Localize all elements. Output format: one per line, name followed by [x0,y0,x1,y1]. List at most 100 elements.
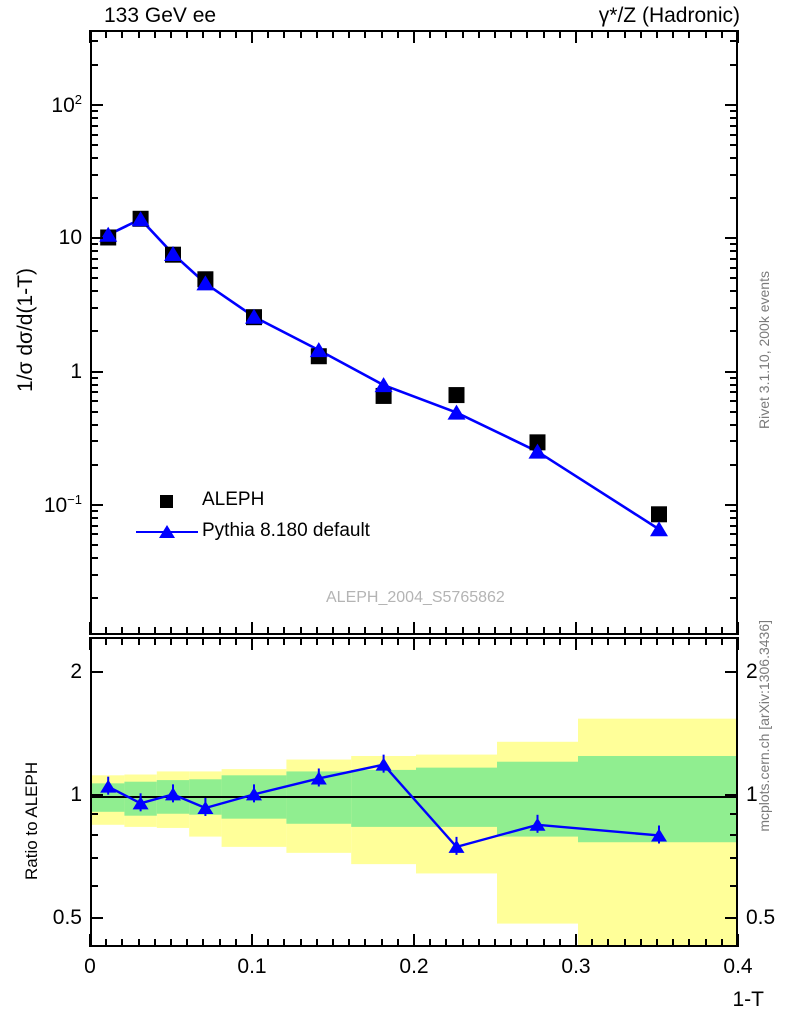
y-tick-minor-main [730,509,738,512]
x-tick-ratio-bottom [380,939,383,947]
x-tick-label: 0.2 [399,955,429,978]
ratio-band-inner-bin [578,755,736,843]
x-tick-ratio-top [688,637,691,645]
y-tick-major-main [725,104,738,106]
legend-label-pythia: Pythia 8.180 default [202,520,370,541]
main-mc-marker [447,404,466,420]
y-tick-minor-main [90,400,98,403]
x-tick-ratio-top [639,637,642,645]
x-tick-ratio-bottom [623,939,626,947]
x-tick-main-bottom [332,627,334,635]
x-tick-main-bottom [704,627,707,635]
y-tick-minor-main [90,383,98,386]
x-tick-ratio-top [396,637,399,645]
main-mc-marker [196,275,215,291]
y-tick-minor-main [730,266,738,269]
x-tick-main-bottom [267,627,270,635]
x-tick-ratio-bottom [639,939,642,947]
x-tick-main-bottom [737,622,739,635]
y-tick-major-main [725,370,738,373]
x-tick-ratio-bottom [202,939,205,947]
main-plot-panel [90,30,738,635]
y-tick-minor-main [90,330,98,333]
ratio-plot-panel [90,637,738,947]
x-tick-ratio-top [672,637,675,645]
x-tick-main-top [526,30,529,38]
y-tick-minor-main [730,463,738,466]
x-tick-ratio-top [575,637,577,650]
x-tick-ratio-top [526,637,529,645]
y-tick-minor-main [730,423,738,426]
x-tick-ratio-top [105,637,108,645]
y-tick-major-ratio [725,794,738,796]
y-tick-major-main [90,503,103,506]
y-tick-label-ratio-right: 1 [746,783,758,806]
y-tick-minor-main [730,110,738,113]
x-tick-main-top [364,30,367,38]
y-tick-minor-main [730,556,738,559]
triangle-marker-icon [159,525,175,538]
x-tick-main-top [575,30,577,43]
x-tick-main-top [170,30,172,38]
x-tick-ratio-top [332,637,334,645]
x-tick-ratio-bottom [153,939,156,947]
x-tick-ratio-top [121,637,124,645]
x-tick-label: 0.3 [561,955,591,978]
ratio-plot-svg [92,718,736,945]
x-tick-ratio-top [461,637,464,645]
y-tick-minor-main [730,400,738,403]
y-tick-major-main [90,237,103,240]
x-tick-ratio-top [737,637,739,650]
y-tick-minor-main [90,306,98,309]
analysis-id-watermark: ALEPH_2004_S5765862 [326,589,505,606]
ratio-mc-line [107,763,660,849]
y-tick-major-main [90,104,103,106]
x-tick-main-bottom [413,622,415,635]
y-tick-label-ratio-right: 0.5 [746,906,776,929]
x-tick-main-top [267,30,270,38]
y-tick-minor-main [90,423,98,426]
x-tick-ratio-top [186,637,189,645]
y-tick-minor-ratio [730,833,738,836]
x-tick-ratio-top [607,637,610,645]
x-tick-main-top [105,30,108,38]
x-tick-ratio-bottom [186,939,189,947]
x-tick-main-top [494,30,496,38]
y-tick-minor-main [90,110,98,113]
y-tick-minor-main [730,524,738,527]
x-tick-ratio-top [380,637,383,645]
x-tick-main-bottom [494,627,496,635]
y-tick-minor-main [730,330,738,333]
y-tick-minor-main [730,157,738,160]
x-tick-label: 0.4 [723,955,753,978]
x-tick-main-top [607,30,610,38]
x-tick-main-top [672,30,675,38]
x-tick-main-bottom [380,627,383,635]
y-tick-minor-main [90,597,98,600]
x-tick-ratio-bottom [251,934,253,947]
x-tick-main-bottom [720,627,723,635]
x-tick-main-top [299,30,302,38]
x-tick-main-bottom [477,627,480,635]
x-tick-ratio-bottom [89,934,91,947]
y-tick-major-ratio [725,671,738,673]
y-tick-major-main [725,503,738,506]
x-tick-ratio-bottom [429,939,432,947]
x-tick-ratio-bottom [477,939,480,947]
x-tick-ratio-bottom [218,939,221,947]
y-tick-minor-ratio [90,812,98,815]
y-tick-minor-main [730,440,738,443]
y-tick-minor-main [90,573,98,576]
x-tick-main-bottom [639,627,642,635]
x-tick-ratio-bottom [672,939,675,947]
x-tick-ratio-bottom [688,939,691,947]
main-data-marker [448,387,465,404]
x-tick-main-top [89,30,91,43]
x-tick-main-top [153,30,156,38]
x-tick-main-top [510,30,513,38]
y-tick-minor-main [730,383,738,386]
y-tick-label-main: 10 [58,226,82,250]
y-tick-minor-main [90,173,98,176]
x-tick-main-top [445,30,448,38]
x-tick-ratio-top [656,637,658,645]
